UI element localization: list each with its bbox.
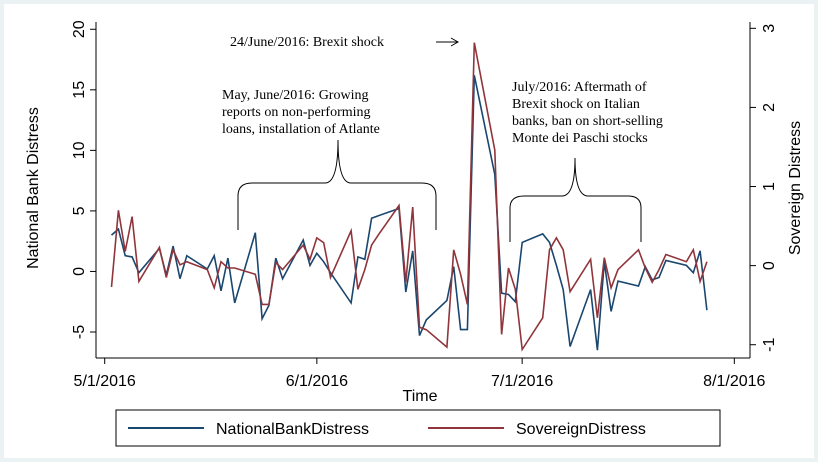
annotation-line: reports on non-performing xyxy=(222,105,371,120)
x-tick-label: 8/1/2016 xyxy=(703,373,765,390)
annotation: July/2016: Aftermath of Brexit shock on … xyxy=(512,80,666,146)
annotation-brace xyxy=(509,157,642,242)
annotation-line: May, June/2016: Growing xyxy=(222,88,368,103)
y2-tick-label: 1 xyxy=(761,182,778,191)
annotation: May, June/2016: Growing reports on non-p… xyxy=(222,88,380,137)
legend-label: NationalBankDistress xyxy=(216,421,369,438)
series-line xyxy=(110,75,708,351)
y-tick-label: 0 xyxy=(71,267,88,276)
legend-box xyxy=(115,409,721,447)
annotation-line: banks, ban on short-selling xyxy=(512,114,663,129)
annotation: 24/June/2016: Brexit shock xyxy=(230,35,384,50)
y-tick-label: 20 xyxy=(71,20,88,38)
y-tick-label: -5 xyxy=(71,325,88,339)
series-line xyxy=(110,42,708,352)
y-tick-label: 15 xyxy=(71,81,88,99)
annotation-line: loans, installation of Atlante xyxy=(222,122,380,137)
y2-tick-label: 2 xyxy=(761,103,778,112)
annotation-line: Monte dei Paschi stocks xyxy=(512,131,648,146)
x-axis-title: Time xyxy=(403,388,438,405)
x-tick-label: 5/1/2016 xyxy=(74,373,136,390)
y-tick-label: 5 xyxy=(71,206,88,215)
y2-axis-title: Sovereign Distress xyxy=(787,121,804,255)
y2-tick-label: -1 xyxy=(761,338,778,352)
legend-label: SovereignDistress xyxy=(516,421,646,438)
annotation-arrow xyxy=(436,37,460,47)
annotation-line: Brexit shock on Italian xyxy=(512,97,640,112)
y-axis-title: National Bank Distress xyxy=(25,107,42,269)
x-tick-label: 7/1/2016 xyxy=(491,373,553,390)
y2-tick-label: 3 xyxy=(761,24,778,33)
x-tick-label: 6/1/2016 xyxy=(286,373,348,390)
annotation-brace xyxy=(237,139,437,230)
y2-tick-label: 0 xyxy=(761,261,778,270)
graph-region xyxy=(4,4,814,458)
annotation-line: July/2016: Aftermath of xyxy=(512,80,647,95)
y-tick-label: 10 xyxy=(71,141,88,159)
